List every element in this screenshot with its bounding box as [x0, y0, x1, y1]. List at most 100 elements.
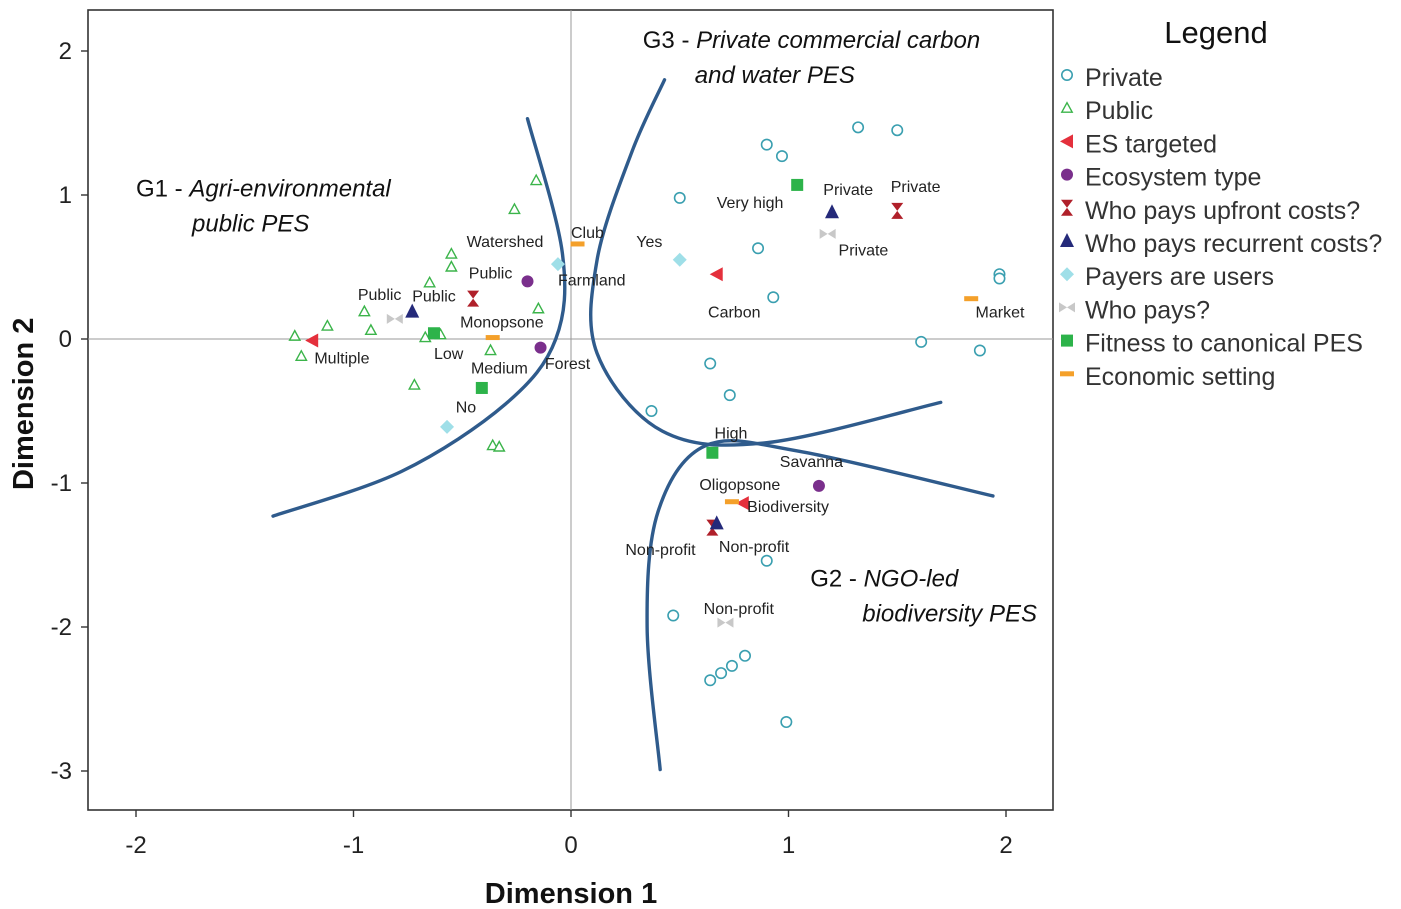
point-es-targeted [305, 333, 319, 348]
x-tick-label: 1 [782, 832, 795, 859]
legend-marker [1060, 134, 1073, 149]
legend-marker [1060, 267, 1074, 282]
marker-shape [709, 515, 724, 530]
marker-shape [852, 121, 865, 134]
point-public [288, 329, 302, 341]
point-label: Medium [471, 361, 528, 378]
point-economic-setting [485, 335, 500, 341]
point-private [704, 674, 717, 687]
y-tick-label: 1 [59, 182, 72, 209]
point-private [973, 344, 986, 357]
point-public [408, 378, 421, 390]
marker-shape [791, 178, 804, 191]
group-label-line1: G1 - Agri-environmental [136, 175, 391, 202]
marker-shape [475, 381, 488, 394]
marker-shape [1060, 267, 1074, 282]
point-label: Private [823, 182, 873, 199]
point-public [492, 440, 506, 452]
point-payers-are-users [672, 252, 687, 267]
legend-marker [1059, 302, 1075, 313]
point-ecosystem-type [534, 341, 547, 354]
point-public [364, 323, 378, 336]
legend-title: Legend [1164, 15, 1267, 50]
point-public [357, 304, 371, 317]
marker-shape [780, 716, 793, 729]
group-label-line2: public PES [191, 210, 309, 237]
marker-shape [529, 173, 543, 186]
point-label: Non-profit [719, 539, 790, 556]
marker-shape [444, 260, 458, 272]
legend-item: Private [1061, 64, 1163, 92]
marker-shape [408, 378, 421, 390]
marker-shape [1061, 334, 1073, 347]
point-label: Farmland [558, 273, 626, 290]
legend-label: Payers are users [1085, 263, 1274, 291]
marker-shape [704, 357, 717, 370]
marker-shape [440, 419, 455, 434]
marker-shape [891, 124, 904, 137]
legend-label: Ecosystem type [1085, 164, 1261, 192]
point-public [531, 301, 545, 314]
marker-shape [735, 496, 749, 511]
marker-shape [508, 202, 521, 215]
y-tick-label: 0 [59, 326, 72, 353]
marker-shape [1059, 302, 1067, 313]
point-public [486, 438, 500, 451]
marker-shape [1061, 168, 1073, 181]
point-who-pays-recurrent-costs [825, 204, 839, 219]
point-who-pays [386, 313, 403, 324]
marker-shape [467, 290, 480, 307]
marker-shape [1060, 371, 1074, 377]
point-label: Savanna [780, 454, 843, 471]
marker-shape [819, 228, 828, 239]
point-who-pays-recurrent-costs [709, 515, 724, 530]
marker-shape [485, 335, 500, 341]
marker-shape [570, 241, 585, 247]
point-public [484, 343, 497, 356]
marker-shape [704, 674, 717, 687]
point-fitness-to-canonical-pes [706, 446, 719, 459]
point-public [294, 349, 308, 361]
marker-shape [812, 479, 825, 492]
marker-shape [752, 242, 765, 255]
marker-shape [973, 344, 986, 357]
legend-marker [1060, 101, 1074, 113]
marker-shape [294, 349, 308, 361]
point-private [752, 242, 765, 255]
point-label: Multiple [314, 350, 369, 367]
marker-shape [724, 499, 739, 505]
legend-label: Economic setting [1085, 363, 1275, 391]
marker-shape [531, 301, 545, 314]
point-ecosystem-type [521, 275, 534, 288]
marker-shape [305, 333, 319, 348]
point-public [444, 247, 458, 259]
point-payers-are-users [440, 419, 455, 434]
marker-shape [357, 304, 371, 317]
point-ecosystem-type [812, 479, 825, 492]
group-boundary-curve [271, 116, 567, 518]
marker-shape [288, 329, 302, 341]
point-fitness-to-canonical-pes [427, 327, 440, 340]
point-private [723, 389, 736, 402]
marker-shape [915, 335, 928, 348]
point-label: Monopsone [460, 314, 544, 331]
marker-shape [993, 272, 1006, 285]
point-label: High [715, 425, 748, 442]
point-label: Public [412, 289, 456, 306]
legend-label: Public [1085, 97, 1153, 125]
marker-shape [645, 405, 658, 417]
legend-label: Who pays upfront costs? [1085, 197, 1360, 225]
marker-shape [827, 228, 836, 239]
point-private [715, 667, 728, 680]
marker-shape [1067, 302, 1075, 313]
marker-shape [405, 303, 420, 318]
point-label: Yes [636, 234, 662, 251]
point-label: Oligopsone [699, 477, 780, 494]
y-axis-title: Dimension 2 [8, 318, 40, 490]
point-who-pays [819, 228, 836, 239]
marker-shape [444, 247, 458, 259]
point-private [667, 609, 680, 622]
x-axis-title: Dimension 1 [485, 878, 657, 909]
